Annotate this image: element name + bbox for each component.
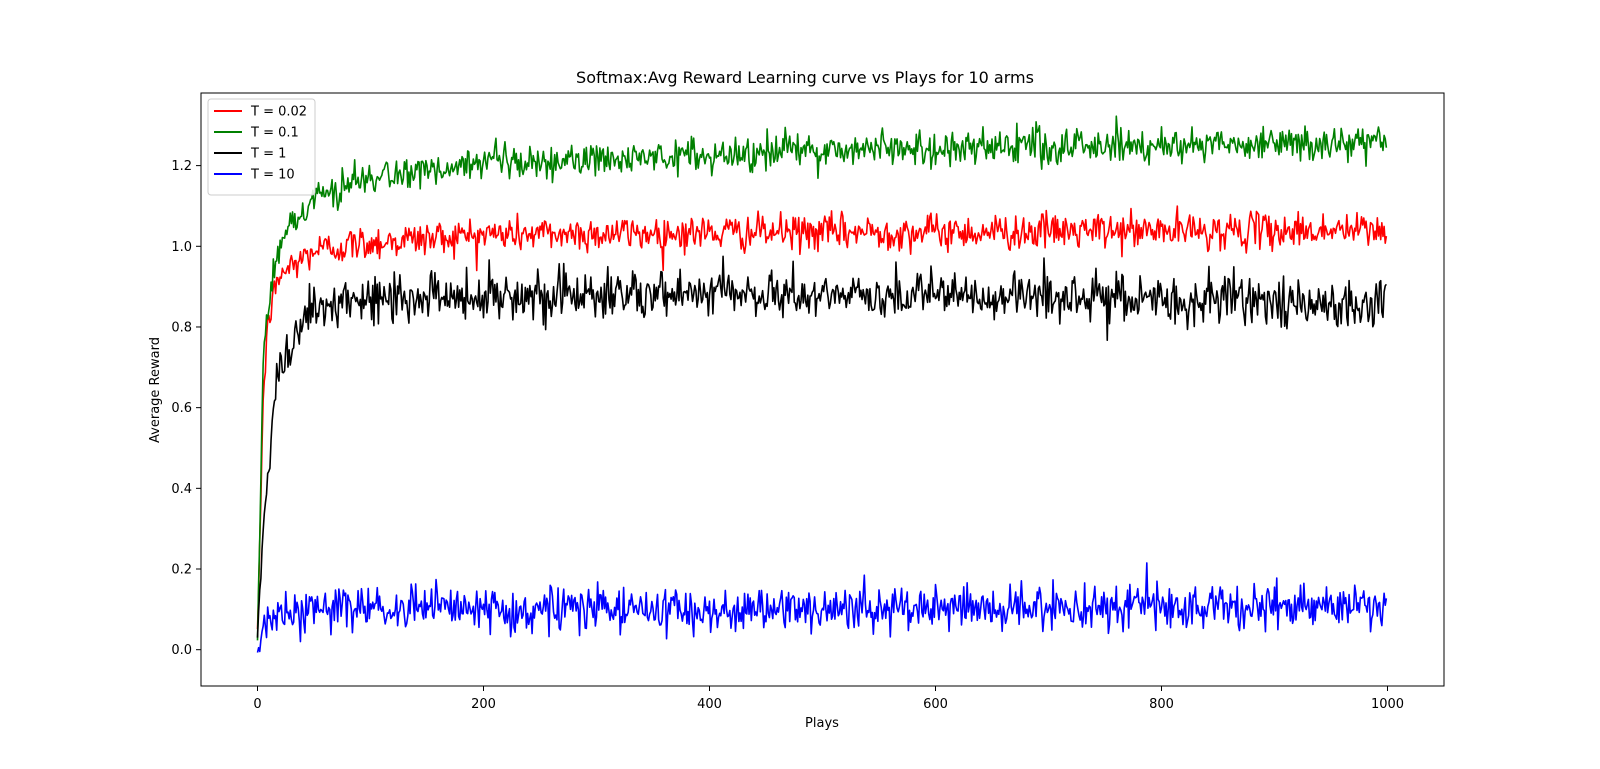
- plot-frame: [200, 92, 1445, 687]
- y-tick-label: 0.8: [171, 320, 192, 335]
- y-tick-label: 0.0: [171, 643, 192, 658]
- x-tick-label: 0: [253, 697, 261, 712]
- x-tick-label: 400: [697, 697, 722, 712]
- series-layer: [256, 115, 1388, 653]
- x-tick-label: 200: [471, 697, 496, 712]
- y-tick-label: 0.6: [171, 401, 192, 416]
- series-line-4: [256, 562, 1388, 653]
- y-tick-label: 1.2: [171, 159, 192, 174]
- y-tick-label: 0.4: [171, 482, 192, 497]
- series-line-1: [256, 205, 1388, 629]
- y-axis-label: Average Reward: [148, 337, 163, 443]
- x-tick-label: 800: [1149, 697, 1174, 712]
- series-line-2: [256, 115, 1388, 641]
- y-tick-label: 1.0: [171, 240, 192, 255]
- x-axis-label: Plays: [805, 716, 839, 731]
- legend-label: T = 0.02: [250, 105, 307, 120]
- x-tick-label: 1000: [1371, 697, 1404, 712]
- legend-label: T = 0.1: [250, 126, 299, 141]
- legend-box: [207, 98, 316, 196]
- legend: T = 0.02 T = 0.1 T = 1 T = 10: [207, 98, 316, 196]
- legend-label: T = 10: [250, 168, 295, 183]
- legend-label: T = 1: [250, 147, 286, 162]
- x-tick-label: 600: [923, 697, 948, 712]
- x-axis: 0 200 400 600 800 1000: [253, 686, 1404, 712]
- chart-title: Softmax:Avg Reward Learning curve vs Pla…: [576, 68, 1034, 87]
- y-tick-label: 0.2: [171, 563, 192, 578]
- y-axis: 0.0 0.2 0.4 0.6 0.8 1.0 1.2: [171, 159, 201, 658]
- series-line-3: [256, 255, 1388, 638]
